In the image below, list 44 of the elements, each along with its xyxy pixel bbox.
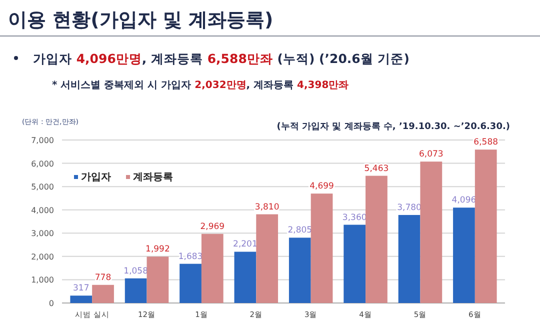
data-label: 3,780 [397, 202, 422, 213]
y-tick-label: 0 [48, 299, 54, 308]
data-label: 6,588 [474, 138, 498, 148]
bar [474, 150, 497, 303]
bar [366, 176, 388, 303]
y-tick-label: 4,000 [31, 206, 54, 215]
bar [92, 284, 114, 303]
y-tick-label: 1,000 [31, 276, 54, 285]
y-tick-label: 3,000 [31, 229, 54, 238]
data-label: 6,073 [418, 150, 444, 160]
chart-subtitle: 가입자 4,096만명, 계좌등록 6,588만좌 (누적) (’20.6월 기준) [33, 51, 410, 66]
data-label: 1,058 [124, 266, 148, 276]
data-label: 778 [94, 272, 112, 283]
data-label: 317 [73, 284, 90, 294]
data-label: 2,805 [288, 226, 312, 236]
y-tick-label: 7,000 [31, 136, 54, 145]
bar [70, 296, 92, 303]
data-label: 4,096 [452, 196, 476, 206]
bar [201, 234, 224, 303]
data-label: 3,810 [254, 202, 280, 212]
bar [146, 256, 169, 303]
bar [124, 278, 147, 303]
y-tick-label: 6,000 [31, 159, 54, 168]
data-label: 4,699 [310, 182, 334, 192]
bar [453, 208, 475, 303]
chart-title: 이용 현황(가입자 및 계좌등록) [8, 9, 274, 31]
data-label: 5,463 [364, 164, 389, 174]
data-label: 1,992 [146, 244, 170, 255]
data-label: 1,683 [178, 252, 203, 262]
data-label: 2,969 [200, 222, 225, 232]
text: (누적 가입자 및 계좌등록 수, ’19.10.30. ~’20.6.30.) [276, 122, 510, 132]
bar [344, 224, 366, 303]
bar [256, 214, 278, 303]
bar [234, 252, 256, 303]
bar [180, 264, 202, 303]
bar [398, 214, 420, 303]
y-tick-label: 5,000 [31, 182, 54, 192]
bar [420, 162, 442, 303]
legend-label: 가입자 [81, 172, 111, 183]
text: * 서비스별 중복제외 시 가입자 2,032만명, 계좌등록 4,398만좌 [52, 80, 349, 91]
y-tick-label: 2,000 [31, 252, 54, 262]
legend-label: 계좌등록 [133, 172, 173, 183]
bar [288, 238, 311, 303]
bar [310, 194, 333, 303]
